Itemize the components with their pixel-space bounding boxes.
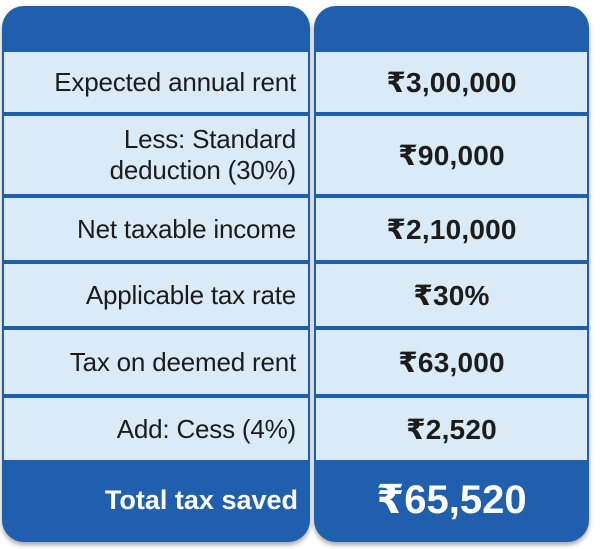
row-value: ₹3,00,000 — [386, 66, 517, 98]
row-label-cell: Less: Standard deduction (30%) — [4, 116, 308, 194]
row-label-cell: Add: Cess (4%) — [4, 398, 308, 460]
row-value-cell: ₹90,000 — [316, 116, 587, 194]
row-label: Add: Cess (4%) — [116, 413, 296, 444]
row-label: Expected annual rent — [54, 66, 296, 97]
row-value: ₹2,10,000 — [386, 213, 517, 245]
row-label-cell: Tax on deemed rent — [4, 330, 308, 394]
row-value-cell: ₹2,10,000 — [316, 198, 587, 260]
row-label-cell: Applicable tax rate — [4, 264, 308, 326]
label-column: Expected annual rent Less: Standard dedu… — [2, 6, 310, 542]
row-label: Net taxable income — [77, 213, 296, 244]
row-label: Tax on deemed rent — [69, 346, 296, 377]
row-label-cell: Net taxable income — [4, 198, 308, 260]
row-value-cell: ₹30% — [316, 264, 587, 326]
row-value-cell: ₹2,520 — [316, 398, 587, 460]
row-value-cell: ₹63,000 — [316, 330, 587, 394]
row-label-line: deduction (30%) — [109, 155, 297, 185]
row-value: ₹2,520 — [406, 413, 497, 445]
row-value: ₹30% — [413, 279, 490, 311]
row-value-cell: ₹3,00,000 — [316, 52, 587, 112]
row-value: ₹90,000 — [398, 139, 505, 171]
row-label: Less: Standard deduction (30%) — [109, 124, 297, 186]
row-label-cell: Expected annual rent — [4, 52, 308, 112]
row-label: Applicable tax rate — [85, 279, 296, 310]
row-value: ₹63,000 — [398, 346, 505, 378]
row-label-line: Less: Standard — [123, 124, 296, 154]
total-label: Total tax saved — [104, 484, 298, 515]
value-column: ₹3,00,000 ₹90,000 ₹2,10,000 ₹30% ₹63,000… — [314, 6, 589, 542]
total-value: ₹65,520 — [376, 478, 527, 522]
